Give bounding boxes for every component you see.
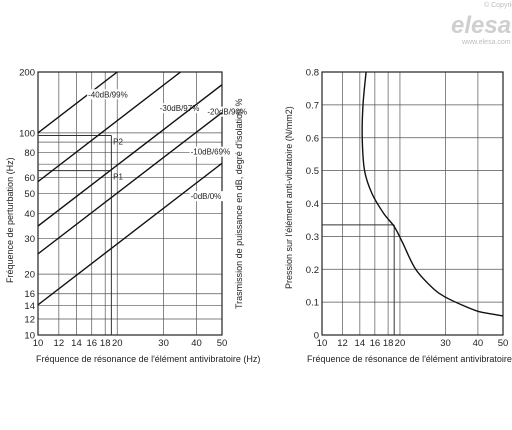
x-tick-label: 40: [473, 338, 484, 349]
right-chart-ylabel: Pression sur l'élément anti-vibratoire (…: [284, 106, 294, 289]
plot-frame: [321, 71, 504, 336]
right-chart: 10 12 14 16 18 20 30 40 50 0 0.1 0.2 0.3 0.4 0.5 0.6 0.7…: [234, 68, 512, 365]
series-label: -40dB/99%: [88, 90, 128, 99]
x-tick-label: 20: [112, 338, 123, 349]
point-annotation: P2: [113, 138, 123, 147]
x-tick-label: 16: [86, 338, 97, 349]
y-tick-label: 80: [24, 148, 35, 159]
x-tick-label: 40: [191, 338, 202, 349]
right-chart-grid: [321, 71, 504, 336]
y-tick-label: 60: [24, 173, 35, 184]
x-tick-label: 10: [317, 338, 328, 349]
series-line-0: [38, 72, 118, 134]
y-tick-label: 200: [19, 68, 35, 79]
series-label-bg: [87, 89, 130, 100]
y-tick-label: 0.4: [306, 199, 319, 210]
series-label-bg: [189, 146, 233, 157]
y-tick-label: 10: [24, 331, 35, 342]
y-tick-label: 100: [19, 128, 35, 139]
x-tick-label: 10: [33, 338, 44, 349]
series-line-3: [38, 112, 222, 255]
y-tick-label: 20: [24, 270, 35, 281]
series-label-bg: [206, 106, 249, 117]
y-tick-label: 12: [24, 314, 35, 325]
watermark-copyright: © Copyright: [484, 1, 512, 9]
series-label-bg: [189, 191, 224, 202]
watermark-brand: elesa: [451, 12, 511, 39]
y-tick-label: 0.7: [306, 100, 319, 111]
x-tick-label: 30: [158, 338, 169, 349]
series-label: -10dB/69%: [191, 148, 231, 157]
series-label: -30dB/97%: [160, 104, 200, 113]
x-tick-label: 50: [217, 338, 228, 349]
left-chart-ticks: 10 12 14 16 18 20 30 40 501012141620304050608010…: [19, 68, 227, 350]
y-tick-label: 0.3: [306, 232, 319, 243]
y-tick-label: 30: [24, 234, 35, 245]
series-label: -20dB/90%: [207, 108, 247, 117]
y-tick-label: 0: [314, 331, 319, 342]
x-tick-label: 18: [383, 338, 394, 349]
x-tick-label: 18: [100, 338, 111, 349]
y-tick-label: 0.1: [306, 298, 319, 309]
plot-frame: [37, 71, 223, 336]
right-chart-xlabel: Fréquence de résonance de l'élément anti…: [307, 354, 512, 364]
left-chart-grid: [37, 71, 223, 336]
series-line-4: [38, 162, 222, 306]
y-tick-label: 16: [24, 289, 35, 300]
x-tick-label: 14: [355, 338, 366, 349]
y-tick-label: 0.5: [306, 166, 319, 177]
right-chart-series: [322, 72, 503, 335]
y-tick-label: 0.8: [306, 68, 319, 79]
y-tick-label: 0.6: [306, 133, 319, 144]
series-line-2: [38, 84, 222, 227]
x-tick-label: 12: [54, 338, 65, 349]
y-tick-label: 40: [24, 209, 35, 220]
series-label: -0dB/0%: [191, 192, 222, 201]
watermark-url: www.elesa.com: [461, 39, 511, 46]
x-tick-label: 20: [395, 338, 406, 349]
y-tick-label: 50: [24, 189, 35, 200]
series-label-bg: [158, 103, 202, 114]
y-tick-label: 0.2: [306, 265, 319, 276]
watermark: © Copyright elesa www.elesa.com: [451, 1, 512, 46]
left-chart-ylabel: Fréquence de perturbation (Hz): [5, 157, 15, 283]
x-tick-label: 30: [440, 338, 451, 349]
left-chart-xlabel: Fréquence de résonance de l'élément anti…: [36, 354, 260, 364]
right-chart-y2label: Trasmission de puissance en dB, degré d'…: [234, 99, 244, 310]
x-tick-label: 12: [337, 338, 348, 349]
x-tick-label: 16: [370, 338, 381, 349]
point-annotation: P1: [113, 173, 123, 182]
series-line-0: [361, 72, 503, 317]
left-chart: -40dB/99% -30dB/97% -20dB/90% -10dB/69% -0dB…: [5, 68, 260, 365]
x-tick-label: 14: [71, 338, 82, 349]
x-tick-label: 50: [498, 338, 509, 349]
series-line-1: [38, 72, 181, 183]
right-chart-ticks: 10 12 14 16 18 20 30 40 50 0 0.1 0.2 0.3 0.4 0.5 0.6 0.7…: [306, 68, 509, 350]
y-tick-label: 14: [24, 301, 35, 312]
left-chart-series: -40dB/99% -30dB/97% -20dB/90% -10dB/69% -0dB…: [38, 72, 249, 335]
